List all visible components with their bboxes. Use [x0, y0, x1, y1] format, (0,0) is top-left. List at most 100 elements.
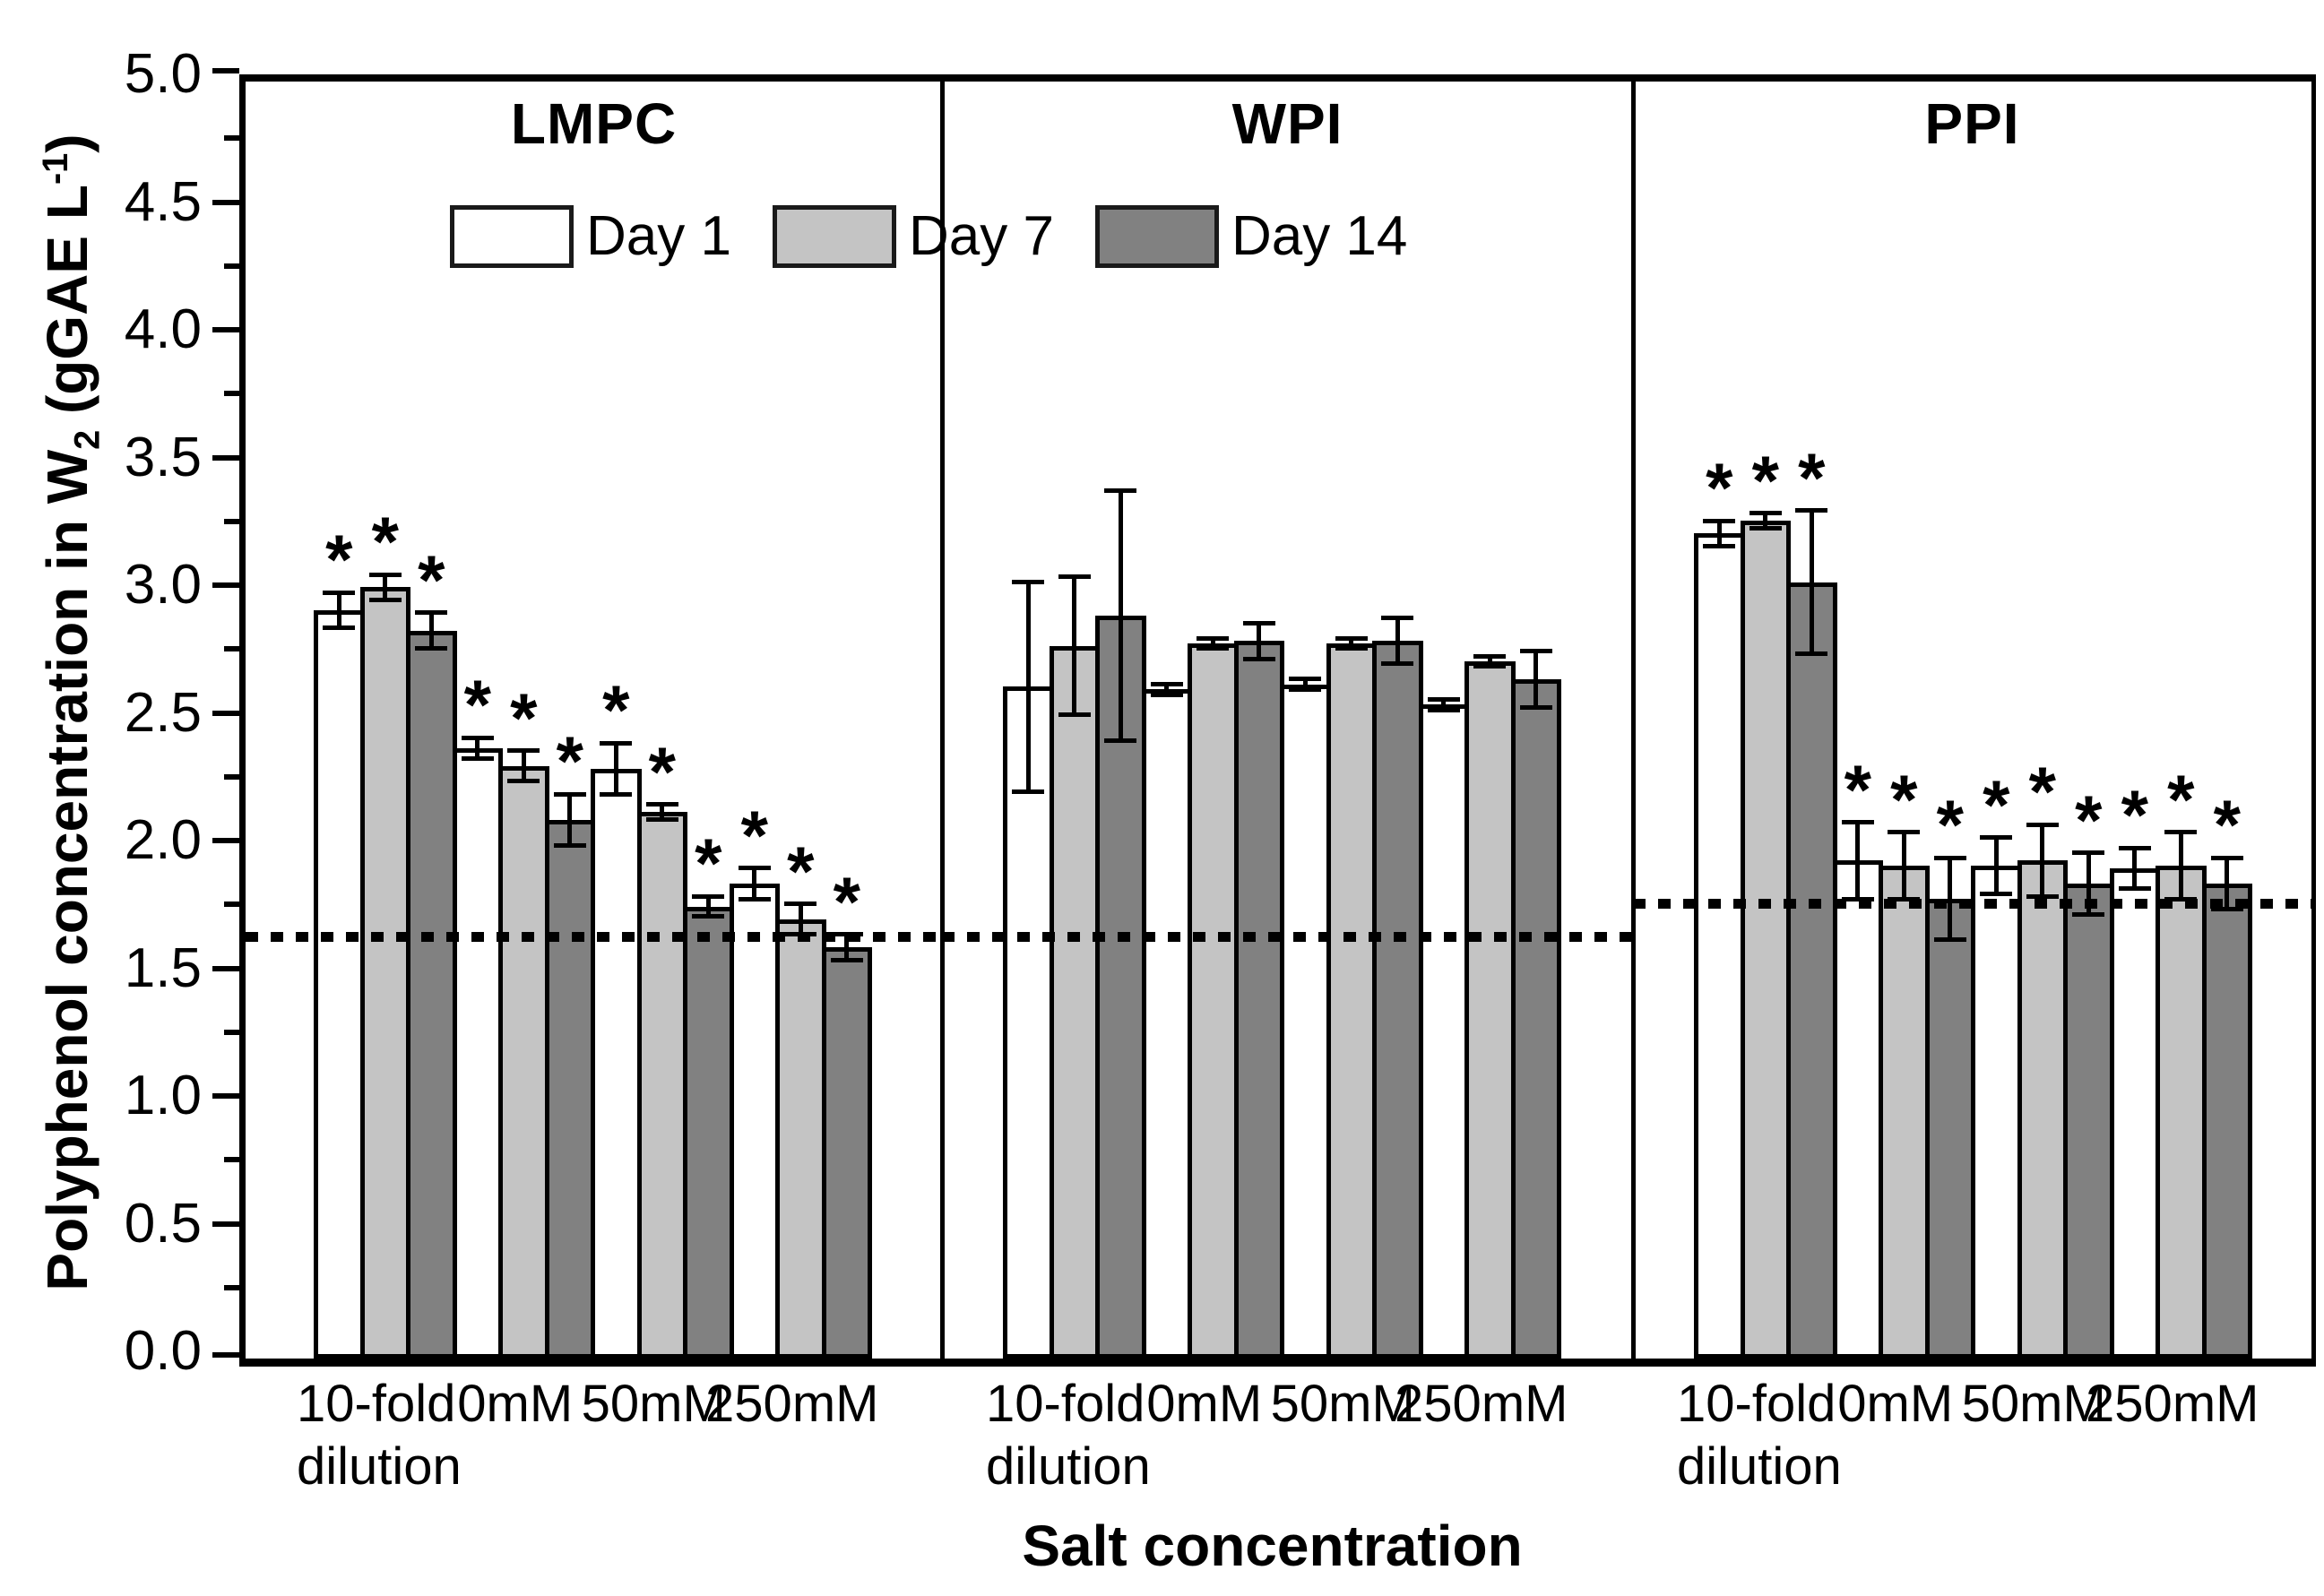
y-major-tick	[212, 327, 239, 332]
error-bar	[1809, 510, 1814, 654]
bar-ppi-50mM-day1	[1971, 865, 2022, 1359]
error-bar	[567, 794, 573, 846]
y-major-tick	[212, 1093, 239, 1099]
significance-asterisk: *	[1844, 749, 1871, 829]
error-bar	[844, 934, 850, 961]
error-bar-cap	[784, 902, 817, 907]
x-axis-title: Salt concentration	[1022, 1514, 1523, 1578]
y-minor-tick	[224, 263, 239, 269]
legend-label-day7: Day 7	[908, 205, 1054, 267]
bar-lmpc-10-fold-day14	[406, 630, 457, 1359]
error-bar-cap	[1058, 574, 1091, 580]
legend-swatch-day1	[450, 204, 574, 268]
bar-ppi-50mM-day7	[2017, 860, 2068, 1359]
error-bar	[2178, 832, 2183, 899]
error-bar-cap	[1150, 692, 1183, 697]
legend-swatch-day14	[1094, 204, 1219, 268]
error-bar-cap	[1381, 661, 1414, 667]
significance-asterisk: *	[2121, 775, 2148, 854]
error-bar	[336, 592, 341, 628]
error-bar-cap	[553, 842, 586, 848]
bar-ppi-10-fold-day14	[1786, 582, 1837, 1359]
significance-asterisk: *	[1936, 785, 1964, 865]
error-bar-cap	[1197, 646, 1230, 651]
error-bar-cap	[738, 866, 771, 871]
dotted-reference-line-lmpc	[246, 931, 942, 942]
error-bar	[2086, 852, 2091, 915]
error-bar	[1164, 684, 1170, 694]
error-bar-cap	[1242, 656, 1275, 661]
bar-lmpc-250mM-day7	[775, 919, 826, 1359]
y-tick-label: 0.0	[124, 1320, 202, 1382]
bar-lmpc-50mM-day7	[636, 812, 687, 1359]
y-major-tick	[212, 965, 239, 971]
bar-wpi-0mM-day14	[1233, 641, 1284, 1359]
error-bar-cap	[1749, 511, 1782, 516]
error-bar-cap	[1335, 646, 1368, 651]
bar-wpi-250mM-day7	[1464, 660, 1516, 1359]
significance-asterisk: *	[2028, 752, 2056, 832]
significance-asterisk: *	[371, 502, 399, 582]
x-category-wpi-250mM: 250mM	[1395, 1375, 1568, 1433]
y-tick-label: 3.5	[124, 426, 202, 488]
error-bar-cap	[2026, 893, 2059, 899]
error-bar-cap	[1104, 487, 1137, 493]
bar-ppi-250mM-day7	[2156, 865, 2207, 1359]
y-major-tick	[212, 1221, 239, 1227]
legend-swatch-day7	[772, 204, 896, 268]
legend-item-day7: Day 7	[772, 204, 1054, 268]
y-major-tick	[212, 1352, 239, 1358]
error-bar-cap	[1841, 820, 1874, 824]
error-bar-cap	[1795, 651, 1828, 656]
x-category-label: 10-fold	[986, 1375, 1145, 1433]
error-bar-cap	[1980, 835, 2013, 841]
error-bar-cap	[1335, 635, 1368, 641]
y-minor-tick	[224, 773, 239, 780]
error-bar-cap	[1150, 682, 1183, 687]
error-bar-cap	[1012, 580, 1045, 585]
y-minor-tick	[224, 135, 239, 142]
y-tick-label: 4.5	[124, 170, 202, 233]
error-bar	[1257, 623, 1262, 660]
y-minor-tick	[224, 391, 239, 397]
y-tick-label: 1.0	[124, 1065, 202, 1126]
panel-title-wpi: WPI	[1231, 91, 1343, 156]
significance-asterisk: *	[2075, 780, 2103, 859]
error-bar	[521, 750, 526, 781]
error-bar-cap	[2210, 906, 2243, 911]
error-bar	[428, 612, 434, 649]
bar-ppi-0mM-day14	[1924, 899, 1975, 1359]
significance-asterisk: *	[463, 665, 491, 745]
legend-item-day1: Day 1	[450, 204, 731, 268]
dotted-reference-line-ppi	[1633, 898, 2311, 909]
bar-lmpc-10-fold-day1	[314, 609, 365, 1359]
error-bar-cap	[368, 598, 402, 603]
error-bar-cap	[2118, 886, 2151, 892]
y-minor-tick	[224, 1284, 239, 1290]
error-bar-cap	[1242, 620, 1275, 625]
error-bar-cap	[645, 817, 678, 823]
error-bar	[1533, 651, 1539, 708]
y-tick-label: 3.0	[124, 554, 202, 616]
error-bar-cap	[1980, 891, 2013, 896]
error-bar	[752, 867, 757, 899]
dotted-reference-line-wpi	[942, 931, 1633, 942]
bar-lmpc-250mM-day14	[821, 947, 872, 1359]
panel-title-ppi: PPI	[1924, 91, 2020, 156]
significance-asterisk: *	[2213, 785, 2241, 865]
bar-wpi-0mM-day7	[1188, 643, 1239, 1359]
error-bar	[1716, 521, 1722, 547]
legend-label-day1: Day 1	[586, 205, 731, 267]
error-bar	[1395, 617, 1400, 664]
y-minor-tick	[224, 518, 239, 524]
y-axis-title-close-paren: )	[34, 134, 99, 153]
error-bar-cap	[507, 779, 540, 784]
error-bar-cap	[1197, 635, 1230, 641]
x-category-ppi-250mM: 250mM	[2086, 1375, 2259, 1433]
panel-lmpc: LMPC * * * * * * * * * * * *	[246, 82, 942, 1359]
error-bar-cap	[830, 957, 863, 962]
bar-lmpc-0mM-day14	[544, 819, 595, 1359]
legend: Day 1 Day 7 Day 14	[450, 204, 1448, 268]
error-bar	[1993, 837, 1999, 894]
error-bar	[1025, 582, 1031, 792]
